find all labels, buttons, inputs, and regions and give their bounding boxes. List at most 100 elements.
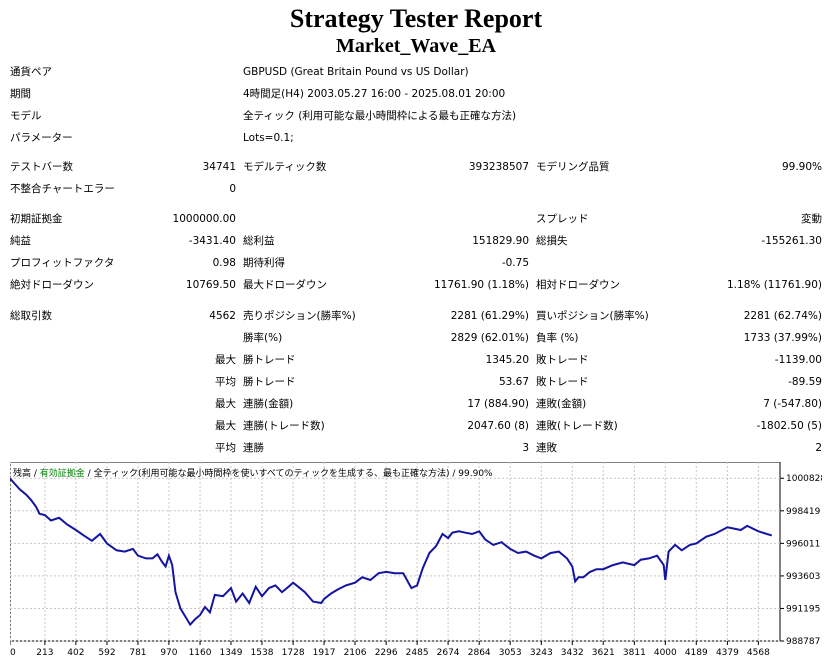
legend-quality: 99.90% [458,469,493,479]
bars-label: テストバー数 [10,161,73,173]
detail-prefix: 平均 [215,376,236,388]
detail-value: 1345.20 [485,354,529,366]
x-tick-label: 3243 [530,648,553,658]
absolute-drawdown-value: 10769.50 [185,279,236,291]
spread-label: スプレッド [536,213,589,225]
detail-prefix: 最大 [215,420,236,432]
ticks-value: 393238507 [468,161,529,173]
gross-loss-label: 総損失 [536,235,568,247]
net-profit-value: -3431.40 [188,235,236,247]
x-tick-label: 3432 [561,648,584,658]
x-tick-label: 3811 [623,648,646,658]
symbol-value: GBPUSD (Great Britain Pound vs US Dollar… [243,66,469,78]
balance-line [9,477,773,627]
x-tick-label: 592 [98,648,115,658]
detail-label: 連勝(トレード数) [243,420,325,432]
report-title: Strategy Tester Report [289,4,543,33]
y-tick-label: 998419 [786,507,821,517]
period-label: 期間 [10,88,31,100]
x-tick-label: 1728 [282,648,305,658]
absolute-drawdown-label: 絶対ドローダウン [10,279,94,291]
spread-value: 変動 [801,213,822,225]
chart-grid [9,462,780,642]
detail-value: -1802.50 (5) [756,420,822,432]
expected-payoff-label: 期待利得 [243,257,285,269]
legend-model: 全ティック(利用可能な最小時間枠を使いすべてのティックを生成する、最も正確な方法… [94,467,450,479]
gross-profit-label: 総利益 [243,235,275,247]
total-trades-value: 4562 [209,310,236,322]
legend-balance: 残高 [13,467,31,479]
detail-label: 連勝(金額) [243,398,294,410]
model-label: モデル [10,110,42,122]
symbol-label: 通貨ペア [10,66,52,78]
relative-drawdown-label: 相対ドローダウン [536,279,620,291]
y-axis: 1000828 998419 996011 993603 991195 988787 [780,474,826,647]
short-positions-value: 2281 (61.29%) [450,310,529,322]
net-profit-label: 純益 [10,235,31,247]
deposit-label: 初期証拠金 [10,213,63,225]
detail-label: 連勝 [243,442,264,454]
detail-label: 連敗(金額) [536,398,587,410]
x-tick-label: 402 [67,648,84,658]
y-tick-label: 1000828 [786,474,822,484]
x-tick-label: 4189 [685,648,708,658]
detail-value: 17 (884.90) [467,398,529,410]
y-tick-label: 996011 [786,539,820,549]
loss-trades-label: 負率 (%) [536,332,579,344]
deposit-value: 1000000.00 [172,213,236,225]
x-tick-label: 3621 [592,648,615,658]
detail-value: -89.59 [788,376,822,388]
x-tick-label: 970 [160,648,177,658]
gross-profit-value: 151829.90 [472,235,529,247]
x-tick-label: 2674 [437,648,460,658]
x-tick-label: 781 [129,648,146,658]
x-tick-label: 213 [36,648,53,658]
legend-equity: 有効証拠金 [40,467,85,479]
model-value: 全ティック (利用可能な最小時間枠による最も正確な方法) [243,110,517,122]
profit-factor-label: プロフィットファクタ [10,257,115,269]
x-axis: 0 213 402 592 781 970 1160 1349 1538 1728 1917 2106… [9,641,770,658]
x-tick-label: 0 [10,648,16,658]
x-tick-label: 1917 [313,648,336,658]
long-positions-value: 2281 (62.74%) [743,310,822,322]
y-tick-label: 988787 [786,637,820,647]
x-tick-label: 1349 [220,648,243,658]
long-positions-label: 買いポジション(勝率%) [536,310,649,322]
detail-value: 53.67 [498,376,529,388]
detail-label: 勝トレード [243,354,296,366]
y-tick-label: 991195 [786,604,820,614]
bars-value: 34741 [202,161,236,173]
mismatch-label: 不整合チャートエラー [10,183,115,195]
detail-prefix: 最大 [215,354,236,366]
legend-separator: / [450,469,459,479]
total-trades-label: 総取引数 [10,310,52,322]
maximal-drawdown-value: 11761.90 (1.18%) [434,279,529,291]
x-tick-label: 3053 [499,648,522,658]
detail-value: 2047.60 (8) [467,420,529,432]
detail-label: 連敗 [536,442,557,454]
x-tick-label: 1538 [251,648,274,658]
relative-drawdown-value: 1.18% (11761.90) [727,279,822,291]
detail-value: -1139.00 [774,354,822,366]
legend-separator: / [31,469,40,479]
x-tick-label: 4568 [747,648,770,658]
detail-value: 3 [522,442,529,454]
detail-value: 2 [815,442,822,454]
detail-prefix: 最大 [215,398,236,410]
short-positions-label: 売りポジション(勝率%) [243,310,356,322]
x-tick-label: 4000 [654,648,677,658]
detail-label: 連敗(トレード数) [536,420,618,432]
detail-value: 7 (-547.80) [763,398,822,410]
x-tick-label: 2485 [406,648,429,658]
parameters-label: パラメーター [10,132,73,144]
profit-factor-value: 0.98 [212,257,236,269]
ticks-label: モデルティック数 [243,161,327,173]
gross-loss-value: -155261.30 [761,235,822,247]
x-tick-label: 4379 [716,648,739,658]
profit-trades-label: 勝率(%) [243,332,283,344]
detail-prefix: 平均 [215,442,236,454]
maximal-drawdown-label: 最大ドローダウン [243,279,327,291]
loss-trades-value: 1733 (37.99%) [743,332,822,344]
parameters-value: Lots=0.1; [243,132,294,144]
quality-value: 99.90% [781,161,822,173]
